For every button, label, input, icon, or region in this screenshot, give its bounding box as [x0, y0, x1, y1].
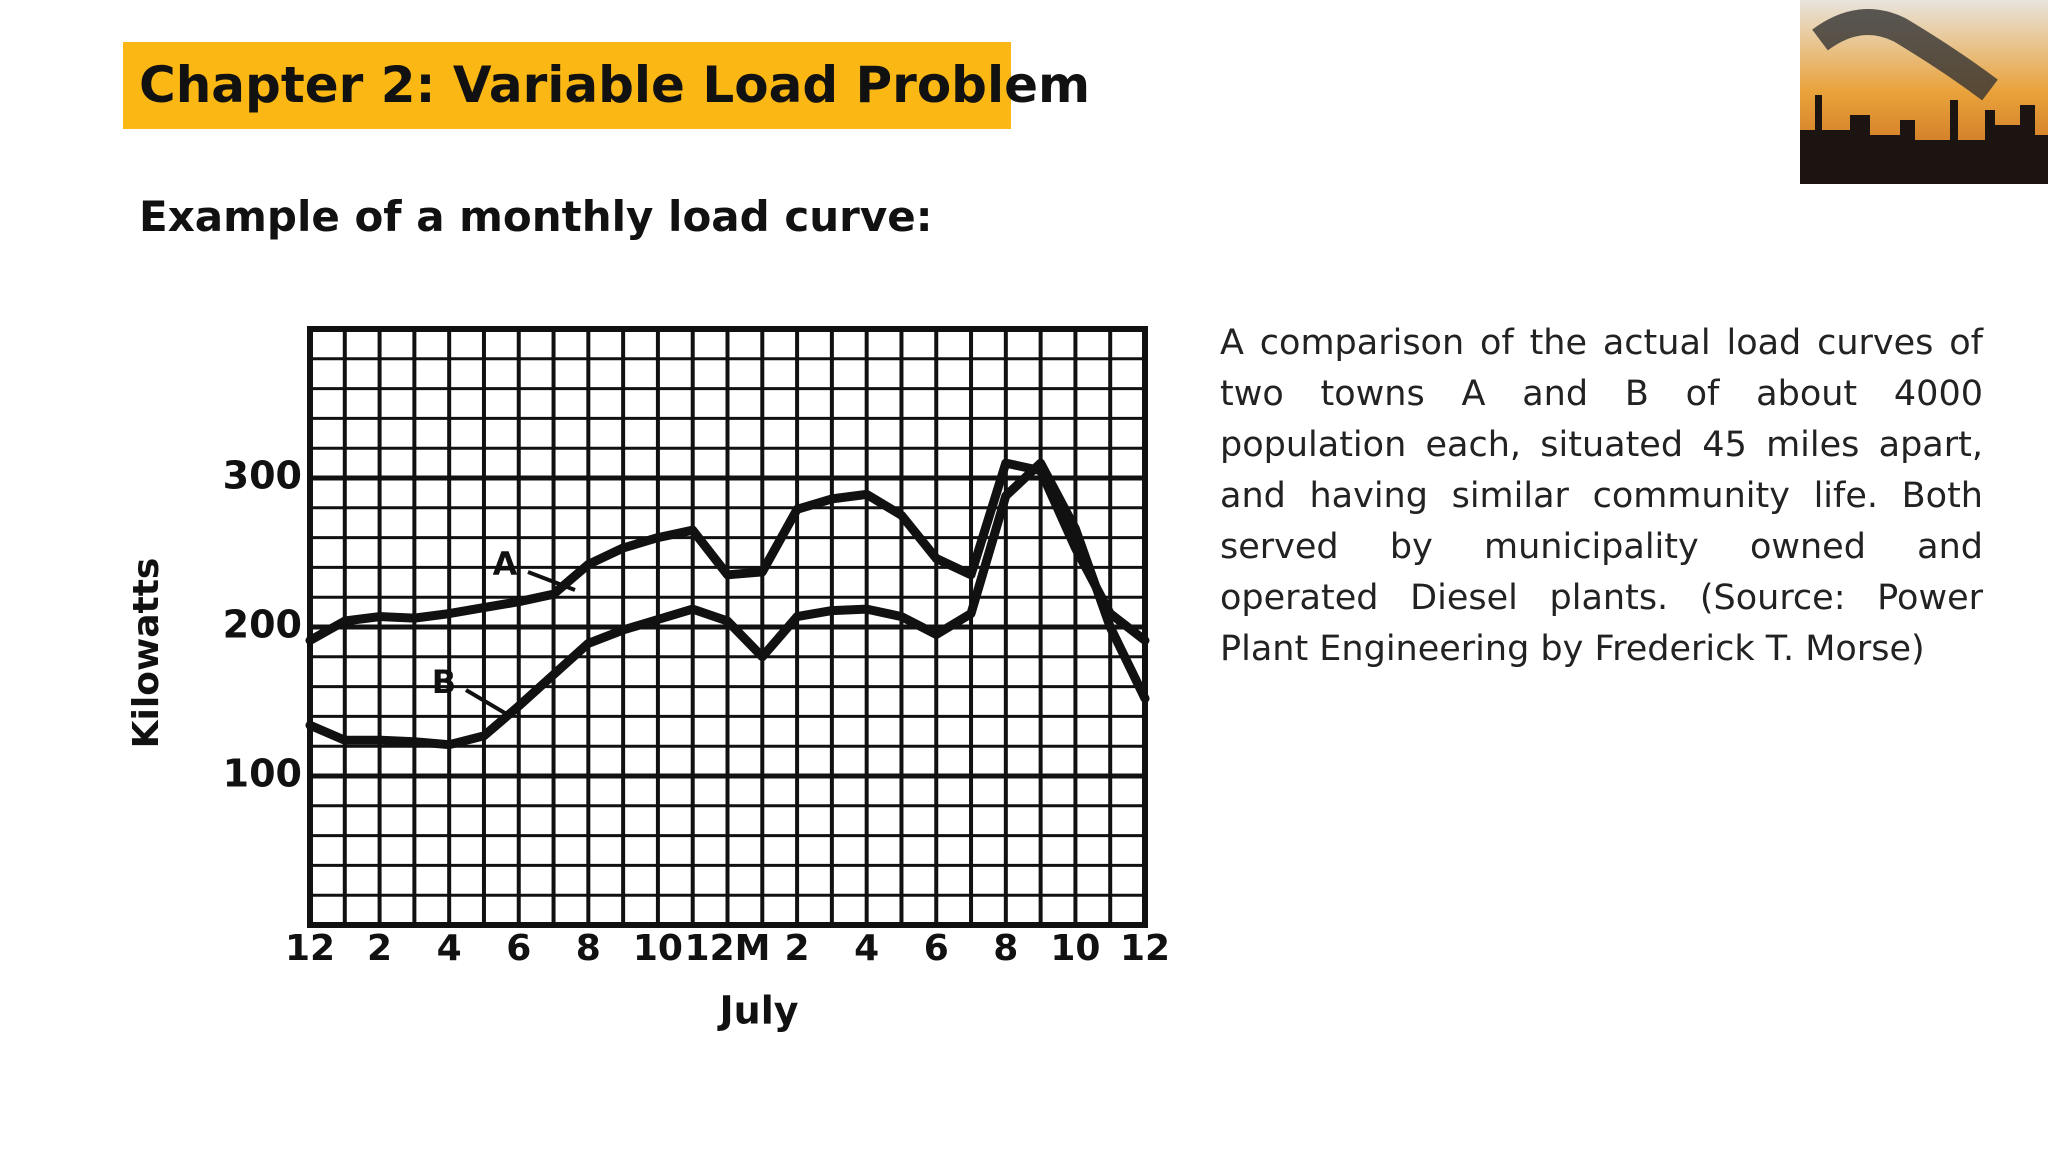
x-tick-label: 10	[633, 928, 683, 969]
x-tick-label: 4	[437, 928, 462, 969]
title-box: Chapter 2: Variable Load Problem	[123, 42, 1090, 129]
annotation-a: A	[493, 545, 518, 583]
arrow-b	[464, 688, 512, 718]
x-tick-label: 6	[924, 928, 949, 969]
x-tick-label: 10	[1050, 928, 1100, 969]
annotation-b: B	[432, 663, 456, 701]
x-tick-label: 12	[285, 928, 335, 969]
slide-title: Chapter 2: Variable Load Problem	[139, 56, 1091, 114]
series-line	[305, 458, 1150, 645]
subtitle: Example of a monthly load curve:	[139, 192, 933, 241]
x-tick-label: 2	[367, 928, 392, 969]
x-tick-label: 4	[854, 928, 879, 969]
x-tick-label: 2	[785, 928, 810, 969]
x-axis-label: July	[717, 989, 799, 1033]
factory-photo	[1800, 0, 2048, 184]
x-tick-label: 12M	[685, 928, 771, 969]
x-tick-label: 8	[576, 928, 601, 969]
x-tick-label: 6	[506, 928, 531, 969]
description: A comparison of the actual load curves o…	[1220, 323, 1983, 669]
y-tick-label: 200	[223, 603, 302, 647]
x-tick-label: 8	[993, 928, 1018, 969]
y-axis-label: Kilowatts	[126, 558, 167, 749]
y-tick-label: 100	[223, 752, 302, 796]
y-tick-label: 300	[223, 454, 302, 498]
series-line	[305, 458, 1150, 750]
x-tick-label: 12	[1120, 928, 1170, 969]
